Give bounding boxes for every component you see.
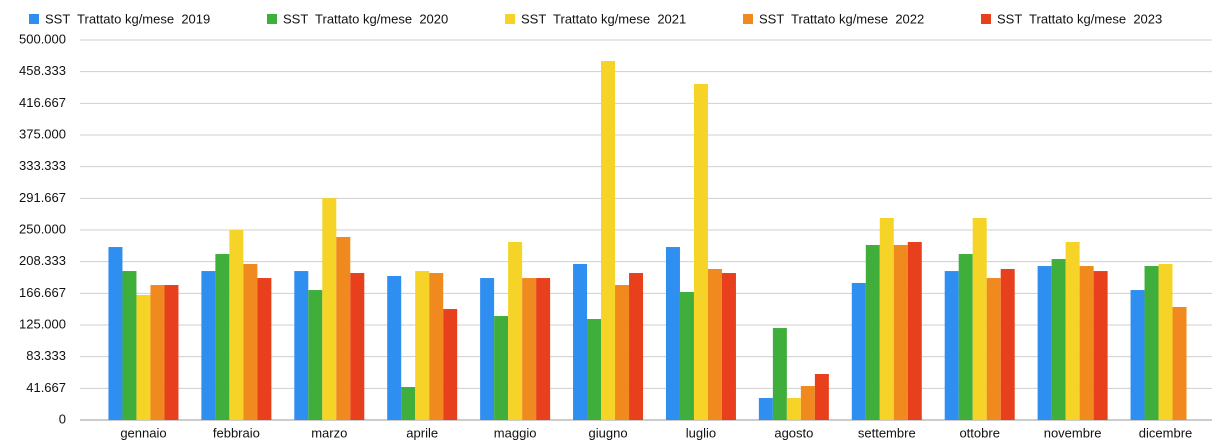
legend-swatch xyxy=(267,14,277,24)
bar xyxy=(201,271,216,420)
x-tick-label: giugno xyxy=(589,425,628,440)
x-tick-label: maggio xyxy=(494,425,537,440)
bar xyxy=(573,263,588,420)
bar xyxy=(136,294,151,420)
bar xyxy=(164,285,179,420)
bar xyxy=(494,316,509,420)
bar xyxy=(1065,242,1080,420)
bar xyxy=(415,271,430,420)
bar xyxy=(972,217,987,420)
bar xyxy=(508,242,523,420)
x-tick-label: febbraio xyxy=(213,425,260,440)
bar xyxy=(665,247,680,420)
x-tick-label: gennaio xyxy=(120,425,166,440)
bar xyxy=(601,60,616,420)
bar xyxy=(257,278,272,420)
bar xyxy=(944,271,959,420)
bar xyxy=(907,242,922,420)
bar xyxy=(1130,290,1145,420)
y-tick-label: 166.667 xyxy=(19,285,66,300)
legend-swatch xyxy=(29,14,39,24)
legend-label: SST Trattato kg/mese 2020 xyxy=(283,11,448,26)
y-tick-label: 333.333 xyxy=(19,158,66,173)
bar xyxy=(851,282,866,420)
bar xyxy=(429,273,444,420)
bar xyxy=(786,398,801,420)
x-tick-label: agosto xyxy=(774,425,813,440)
bar xyxy=(1037,266,1052,420)
y-tick-label: 41.667 xyxy=(26,380,66,395)
bar xyxy=(629,273,644,420)
bar xyxy=(229,230,244,420)
y-tick-label: 125.000 xyxy=(19,316,66,331)
bar xyxy=(721,273,736,420)
bar xyxy=(401,387,416,420)
bar xyxy=(865,244,880,420)
bar xyxy=(243,263,258,420)
bar xyxy=(1144,266,1159,420)
bar xyxy=(350,273,365,420)
y-tick-label: 83.333 xyxy=(26,348,66,363)
bar xyxy=(108,247,123,420)
x-tick-label: settembre xyxy=(858,425,916,440)
bar xyxy=(387,275,402,420)
bar xyxy=(693,84,708,420)
legend-label: SST Trattato kg/mese 2019 xyxy=(45,11,210,26)
bar xyxy=(215,254,230,420)
bar xyxy=(707,268,722,420)
bar xyxy=(1172,306,1187,420)
legend-label: SST Trattato kg/mese 2021 xyxy=(521,11,686,26)
legend-swatch xyxy=(981,14,991,24)
bar xyxy=(522,278,537,420)
x-tick-label: aprile xyxy=(406,425,438,440)
bar xyxy=(1079,266,1094,420)
y-tick-label: 208.333 xyxy=(19,253,66,268)
bar xyxy=(322,198,337,420)
bar xyxy=(1093,271,1108,420)
bar xyxy=(308,290,323,420)
y-tick-label: 458.333 xyxy=(19,63,66,78)
bar xyxy=(772,328,787,420)
bar xyxy=(679,292,694,420)
bar xyxy=(879,217,894,420)
bar xyxy=(122,271,137,420)
bar xyxy=(294,271,309,420)
bar xyxy=(758,398,773,420)
bar xyxy=(1000,268,1015,420)
y-tick-label: 500.000 xyxy=(19,31,66,46)
x-tick-label: dicembre xyxy=(1139,425,1192,440)
bar xyxy=(814,374,829,420)
y-tick-label: 375.000 xyxy=(19,126,66,141)
x-tick-label: novembre xyxy=(1044,425,1102,440)
legend-label: SST Trattato kg/mese 2022 xyxy=(759,11,924,26)
x-tick-label: ottobre xyxy=(959,425,999,440)
x-tick-label: marzo xyxy=(311,425,347,440)
y-tick-label: 416.667 xyxy=(19,95,66,110)
bar xyxy=(587,318,602,420)
bar xyxy=(958,254,973,420)
bar xyxy=(536,278,551,420)
legend-swatch xyxy=(743,14,753,24)
y-tick-label: 291.667 xyxy=(19,190,66,205)
bar xyxy=(986,278,1001,420)
bar xyxy=(150,285,165,420)
x-tick-label: luglio xyxy=(686,425,716,440)
bar xyxy=(800,386,815,420)
bar xyxy=(1051,259,1066,420)
legend-swatch xyxy=(505,14,515,24)
bar xyxy=(336,236,351,420)
bar xyxy=(480,278,495,420)
bar xyxy=(443,309,458,420)
bar xyxy=(615,285,630,420)
y-tick-label: 0 xyxy=(59,411,66,426)
bar xyxy=(893,244,908,420)
legend-label: SST Trattato kg/mese 2023 xyxy=(997,11,1162,26)
y-tick-label: 250.000 xyxy=(19,221,66,236)
bar xyxy=(1158,263,1173,420)
